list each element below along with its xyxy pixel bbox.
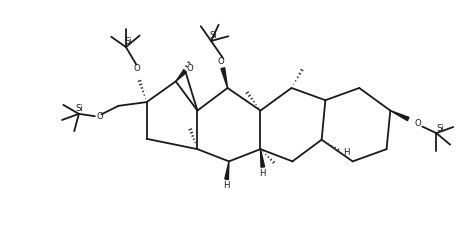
Text: H: H [343, 148, 349, 157]
Text: O: O [414, 119, 421, 128]
Text: O: O [218, 57, 224, 66]
Polygon shape [390, 111, 409, 121]
Text: O: O [186, 64, 193, 73]
Text: H: H [260, 169, 266, 178]
Polygon shape [221, 68, 228, 88]
Polygon shape [261, 149, 265, 167]
Text: Si: Si [210, 31, 217, 40]
Polygon shape [176, 70, 186, 82]
Text: O: O [134, 64, 141, 73]
Text: Si: Si [124, 37, 132, 46]
Text: Si: Si [76, 104, 84, 113]
Polygon shape [225, 161, 229, 180]
Text: O: O [96, 112, 103, 121]
Text: H: H [223, 181, 230, 190]
Text: Si: Si [436, 124, 444, 133]
